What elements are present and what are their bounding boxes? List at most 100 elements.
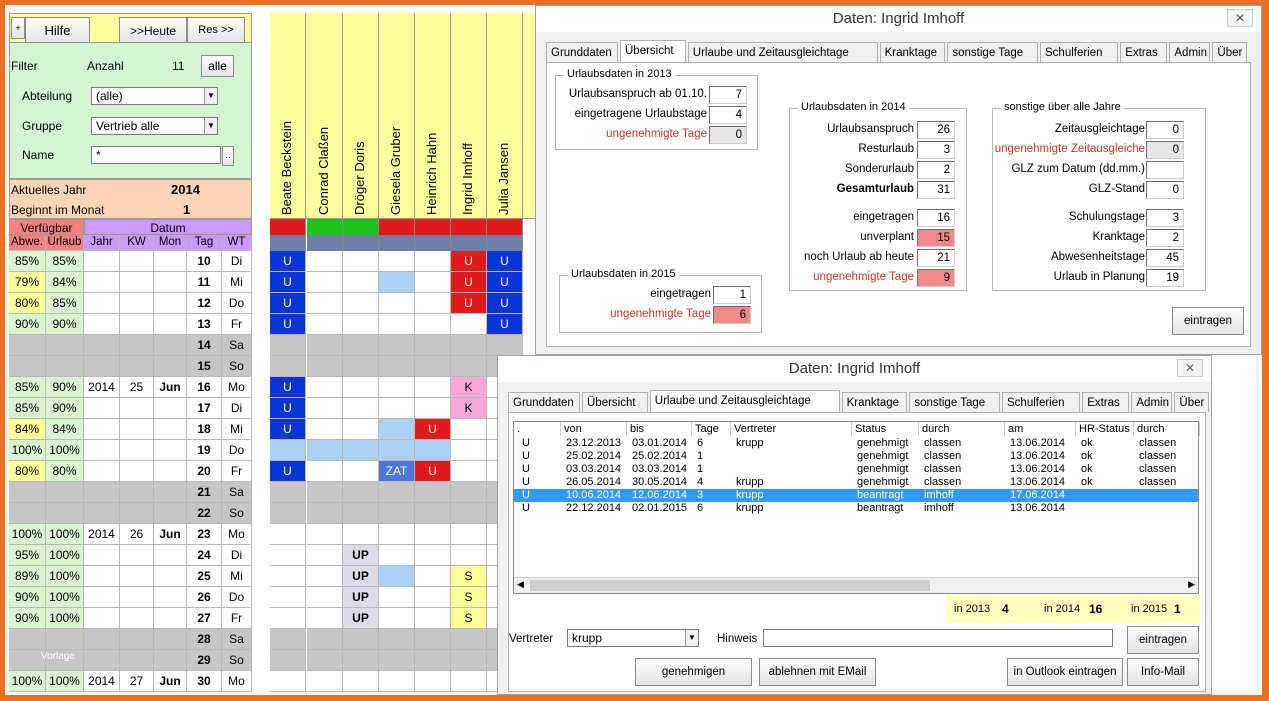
tab-über[interactable]: Über [1212,42,1248,62]
tab-admin[interactable]: Admin [1131,392,1173,412]
calendar-cell[interactable] [379,335,415,356]
tab-kranktage[interactable]: Kranktage [879,42,946,62]
field-value[interactable]: 3 [917,141,955,159]
chevron-down-icon[interactable]: ▼ [204,118,217,134]
field-value[interactable]: 3 [1146,209,1184,227]
tab-extras[interactable]: Extras [1082,392,1130,412]
calendar-cell[interactable] [379,587,415,608]
list-row[interactable]: U 26.05.2014 30.05.2014 4 krupp genehmigt clas… [514,476,1198,489]
list-row[interactable]: U 22.12.2014 02.01.2015 6 krupp beantragt imho… [514,502,1198,515]
tab-grunddaten[interactable]: Grunddaten [508,392,580,412]
calendar-cell[interactable] [343,335,379,356]
calendar-cell[interactable]: K [451,377,487,398]
scroll-thumb[interactable] [530,580,930,591]
tab-kranktage[interactable]: Kranktage [841,392,908,412]
calendar-cell[interactable] [379,671,415,692]
calendar-cell[interactable] [307,398,343,419]
calendar-cell[interactable] [415,251,451,272]
calendar-cell[interactable] [307,314,343,335]
field-value[interactable]: 21 [917,249,955,267]
list-column-header[interactable]: Status [852,422,919,436]
calendar-cell[interactable] [379,272,415,293]
field-value[interactable]: 7 [709,86,747,104]
hinweis-input[interactable] [763,629,1113,647]
employee-name[interactable]: Ingrid Imhoff [460,142,475,215]
calendar-cell[interactable] [379,251,415,272]
calendar-cell[interactable] [379,608,415,629]
calendar-cell[interactable] [415,671,451,692]
calendar-cell[interactable] [307,461,343,482]
calendar-cell[interactable] [307,356,343,377]
calendar-cell[interactable] [343,398,379,419]
calendar-cell[interactable] [307,440,343,461]
calendar-cell[interactable]: U [270,461,306,482]
vertreter-select[interactable]: krupp ▼ [567,629,699,647]
calendar-cell[interactable] [451,461,487,482]
res-button[interactable]: Res >> [187,17,245,43]
list-column-header[interactable]: durch [1134,422,1200,436]
calendar-cell[interactable] [307,608,343,629]
field-value[interactable] [1146,161,1184,179]
calendar-cell[interactable] [415,629,451,650]
calendar-cell[interactable]: U [415,461,451,482]
calendar-cell[interactable] [270,650,306,671]
calendar-cell[interactable] [307,419,343,440]
calendar-cell[interactable] [307,587,343,608]
calendar-cell[interactable] [343,461,379,482]
calendar-cell[interactable] [270,566,306,587]
calendar-cell[interactable] [415,314,451,335]
calendar-cell[interactable] [343,356,379,377]
calendar-cell[interactable]: U [487,251,523,272]
list-column-header[interactable]: HR-Status [1076,422,1134,436]
scroll-left-icon[interactable]: ◀ [517,579,524,589]
calendar-cell[interactable] [270,608,306,629]
gruppe-select[interactable]: Vertrieb alle ▼ [91,117,218,135]
list-row[interactable]: U 03.03.2014 03.03.2014 1 genehmigt classen 13… [514,463,1198,476]
calendar-cell[interactable] [270,335,306,356]
genehmigen-button[interactable]: genehmigen [635,658,752,686]
small-button[interactable]: + [11,17,25,39]
calendar-cell[interactable] [451,314,487,335]
field-value[interactable]: 31 [917,181,955,199]
calendar-cell[interactable] [270,524,306,545]
list-column-header[interactable]: am [1005,422,1076,436]
calendar-cell[interactable] [379,356,415,377]
calendar-cell[interactable] [415,272,451,293]
calendar-cell[interactable] [270,503,306,524]
list-column-header[interactable]: Tage [692,422,731,436]
calendar-cell[interactable] [343,293,379,314]
field-value[interactable]: 16 [917,209,955,227]
calendar-cell[interactable] [451,356,487,377]
field-value[interactable]: 6 [713,306,751,324]
calendar-cell[interactable] [415,524,451,545]
employee-name[interactable]: Dröger Doris [352,141,367,215]
calendar-cell[interactable] [415,293,451,314]
calendar-cell[interactable] [415,650,451,671]
calendar-cell[interactable] [379,482,415,503]
calendar-cell[interactable] [307,671,343,692]
close-icon[interactable]: ✕ [1227,9,1253,27]
name-input[interactable]: * [91,146,221,164]
close-icon[interactable]: ✕ [1177,359,1203,377]
tab-übersicht[interactable]: Übersicht [582,392,648,412]
tab-über[interactable]: Über [1174,392,1210,412]
list-row[interactable]: U 25.02.2014 25.02.2014 1 genehmigt classen 13… [514,450,1198,463]
tab-extras[interactable]: Extras [1120,42,1168,62]
calendar-cell[interactable]: UP [343,587,379,608]
calendar-cell[interactable] [343,272,379,293]
scroll-right-icon[interactable]: ▶ [1188,579,1195,589]
calendar-cell[interactable] [343,629,379,650]
calendar-cell[interactable] [307,335,343,356]
calendar-cell[interactable]: U [451,251,487,272]
calendar-cell[interactable] [415,503,451,524]
calendar-cell[interactable] [451,545,487,566]
eintragen-button[interactable]: eintragen [1127,626,1199,654]
calendar-cell[interactable] [307,545,343,566]
calendar-cell[interactable] [379,314,415,335]
ablehnen-button[interactable]: ablehnen mit EMail [759,658,876,686]
calendar-cell[interactable] [415,377,451,398]
alle-button[interactable]: alle [201,55,234,77]
calendar-cell[interactable] [451,335,487,356]
calendar-cell[interactable] [379,503,415,524]
calendar-cell[interactable]: U [270,293,306,314]
